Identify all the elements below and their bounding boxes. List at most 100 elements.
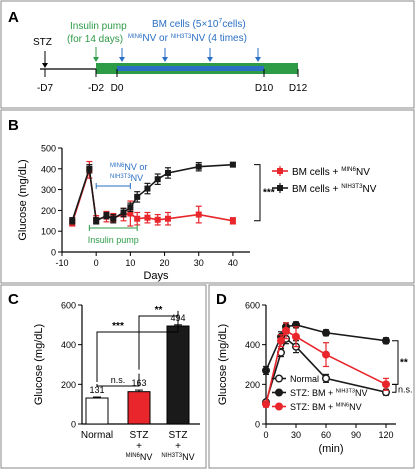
timeline-ticks: -D7 -D2 D0 D10 D12 <box>37 69 308 94</box>
y-tick-label: 300 <box>41 185 56 195</box>
panel-label-d: D <box>216 291 227 308</box>
bm-cells-line2: MIN6NV or NIH3T3NV (4 times) <box>128 33 247 44</box>
timeline-tick-label: D10 <box>255 83 274 94</box>
data-point <box>322 328 331 337</box>
data-point <box>134 215 141 222</box>
y-tick-label: 400 <box>61 340 76 350</box>
legend-label-sup: NIH3T3 <box>341 183 363 190</box>
data-point <box>86 165 93 172</box>
nv-annotation-line1: MIN6NV or <box>110 162 147 172</box>
stz-arrowhead <box>42 63 48 68</box>
nv-line1-sup: MIN6 <box>110 163 125 169</box>
bm-arrowhead <box>119 57 125 62</box>
legend-label: Normal <box>290 374 319 384</box>
category-sub-tail: NV <box>182 452 195 462</box>
legend-label: STZ: BM + NIH3T3NV <box>290 388 368 398</box>
data-point <box>110 215 117 222</box>
timeline-panel: STZ Insulin pump (for 14 days) BM cells … <box>33 18 308 94</box>
insulin-label-line1: Insulin pump <box>70 21 127 32</box>
data-point <box>195 163 202 170</box>
data-point <box>229 217 236 224</box>
data-point <box>144 185 151 192</box>
panel-label-b: B <box>8 117 19 134</box>
x-tick-label: 30 <box>194 258 204 268</box>
y-tick-label: 200 <box>41 206 56 216</box>
data-point <box>382 380 391 389</box>
panel-label-c: C <box>8 291 19 308</box>
legend-marker <box>277 168 283 174</box>
significance-bracket-min6-nih <box>138 315 178 370</box>
significance-bracket-normal-min6 <box>96 373 140 387</box>
y-tick-label: 400 <box>245 340 260 350</box>
significance-bracket-upper <box>392 340 399 385</box>
legend-marker <box>277 185 283 191</box>
panel-b-frame <box>0 109 415 284</box>
legend-label-base: STZ: BM + <box>290 402 336 412</box>
data-point <box>103 212 110 219</box>
legend-label-sup: NIH3T3 <box>336 388 355 394</box>
data-point <box>134 193 141 200</box>
nv-annotation-line2: NIH3T3NV <box>110 173 143 183</box>
nv-line2: NV <box>131 173 144 183</box>
significance-label: ** <box>400 358 408 369</box>
legend-label-base: BM cells + <box>292 167 341 178</box>
stz-label: STZ <box>33 37 52 48</box>
x-tick-label: -10 <box>55 258 68 268</box>
x-tick-label: 20 <box>160 258 170 268</box>
timeline-tick-label: D0 <box>111 83 124 94</box>
legend-label: STZ: BM + MIN6NV <box>290 402 362 412</box>
data-point <box>282 326 291 335</box>
insulin-label-line2: (for 14 days) <box>67 34 123 45</box>
data-point <box>120 209 127 216</box>
significance-label: *** <box>112 321 124 332</box>
data-point <box>164 215 171 222</box>
x-tick-label: 0 <box>94 258 99 268</box>
y-tick-label: 500 <box>41 144 56 154</box>
legend-label-sup: MIN6 <box>341 166 356 173</box>
y-axis-label: Glucose (mg/dL) <box>33 324 45 405</box>
timeline-tick-label: -D2 <box>88 83 105 94</box>
series-line <box>265 329 387 405</box>
legend-marker <box>275 402 284 411</box>
bar <box>127 391 151 425</box>
significance-bracket <box>254 164 261 222</box>
bm-line2-b-sup: NIH3T3 <box>171 34 192 40</box>
data-point <box>69 217 76 224</box>
category-label-sub: NIH3T3NV <box>161 452 194 462</box>
y-tick-label: 200 <box>61 380 76 390</box>
significance-bracket-lower <box>392 383 397 393</box>
legend-label-sup: MIN6 <box>336 402 349 408</box>
y-tick-label: 0 <box>51 248 56 258</box>
y-tick-label: 600 <box>61 301 76 311</box>
bm-arrowhead <box>255 57 261 62</box>
x-tick-label: 60 <box>321 430 331 440</box>
y-axis-label: Glucose (mg/dL) <box>17 159 29 240</box>
bm-line2-a-sup: MIN6 <box>128 34 143 40</box>
panel-d-frame <box>208 284 415 469</box>
data-point <box>322 374 331 383</box>
legend: Normal STZ: BM + NIH3T3NV STZ: BM + MIN6NV <box>272 374 368 412</box>
category-sub: MIN6 <box>126 453 141 459</box>
data-point <box>154 176 161 183</box>
legend-marker <box>275 388 284 397</box>
legend-label-tail: NV <box>363 184 377 195</box>
category-label: STZ <box>130 430 149 441</box>
bm-injection-arrows <box>119 48 261 62</box>
insulin-arrowhead <box>93 57 99 62</box>
significance-label: *** <box>263 188 275 199</box>
legend-marker <box>275 374 284 383</box>
x-tick-label: 40 <box>228 258 238 268</box>
x-tick-label: 10 <box>125 258 135 268</box>
panel-d-chart: 0 200 400 600 0 30 60 90 120 (min) Glucose (mg/dL)… <box>217 301 413 456</box>
bm-line2-a: NV or <box>142 33 170 44</box>
data-point <box>154 216 161 223</box>
category-label-sub: MIN6NV <box>126 452 153 462</box>
category-label: STZ <box>169 430 188 441</box>
data-point <box>127 204 134 211</box>
data-point <box>164 169 171 176</box>
significance-label: ** <box>155 305 163 316</box>
data-point <box>229 161 236 168</box>
legend-label: BM cells + NIH3T3NV <box>292 183 377 195</box>
y-tick-label: 0 <box>71 420 76 430</box>
